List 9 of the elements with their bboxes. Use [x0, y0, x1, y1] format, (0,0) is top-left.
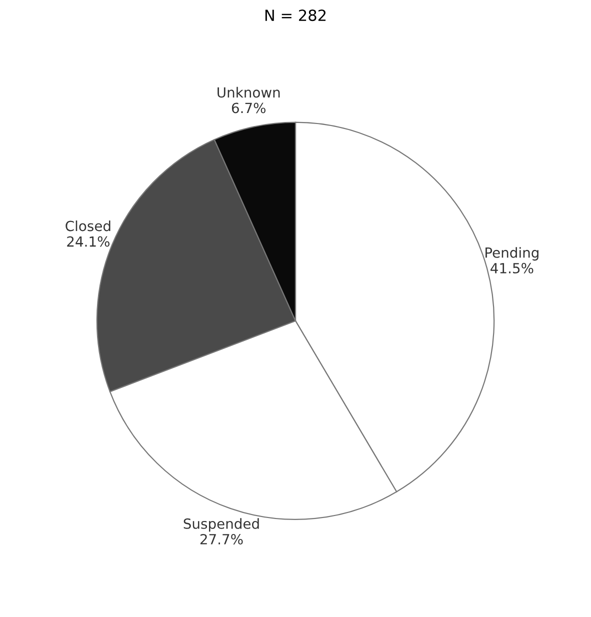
chart-title: N = 282: [265, 10, 326, 22]
data-label: 24.1%: [67, 236, 110, 247]
slice-label: Unknown: [218, 86, 280, 98]
data-label: 41.5%: [490, 262, 534, 274]
slice-label: Pending: [486, 247, 538, 261]
slice-label: Suspended: [184, 518, 259, 532]
data-label: 27.7%: [200, 534, 243, 544]
data-label: 6.7%: [232, 102, 266, 114]
slice-label: Closed: [66, 220, 110, 232]
